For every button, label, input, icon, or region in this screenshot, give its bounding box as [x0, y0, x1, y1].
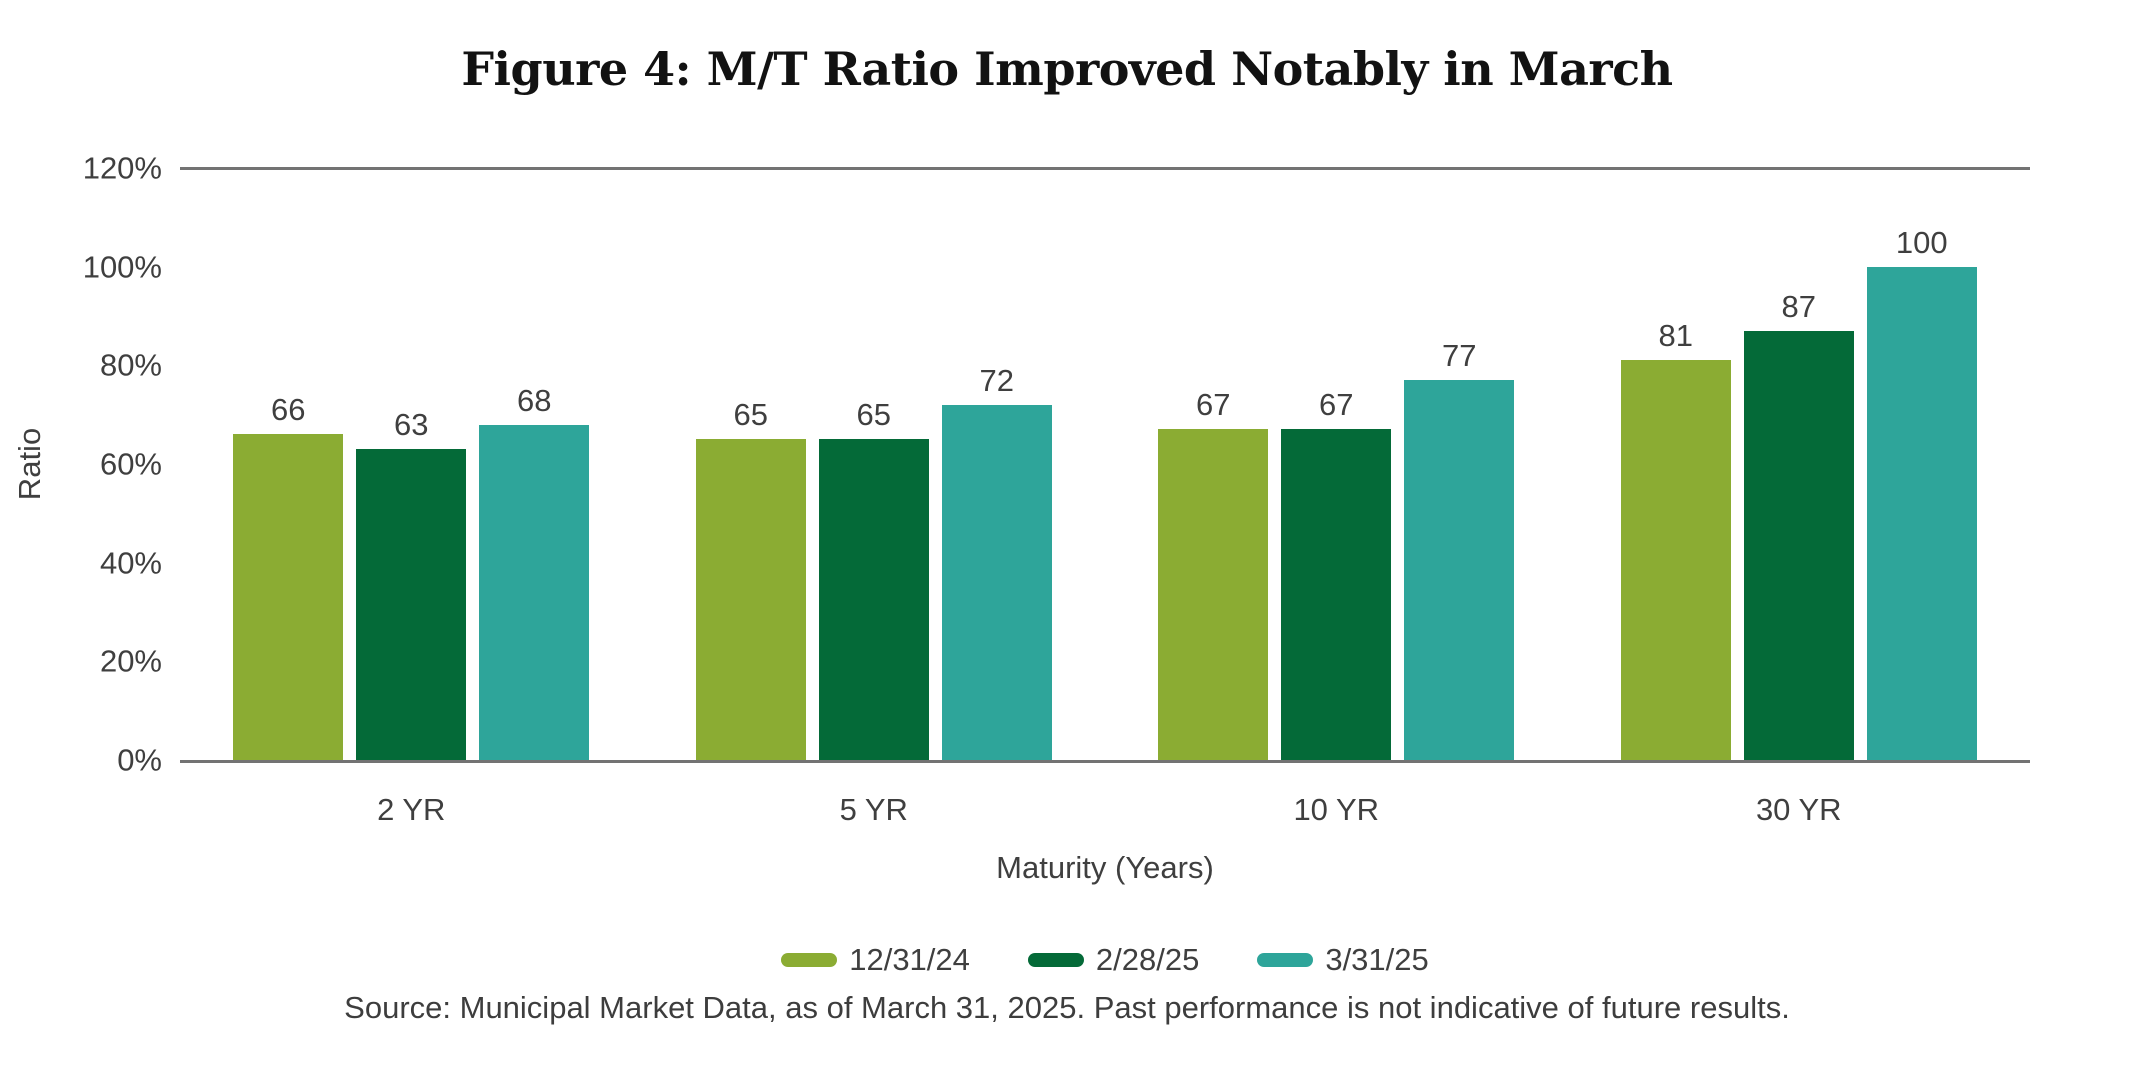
legend-label: 2/28/25: [1095, 942, 1200, 977]
bar-rect: [479, 424, 590, 760]
plot-area: 66 63 68 65 65 72 67 67 77 81 87 100: [180, 167, 2030, 763]
bar-group-2-yr: 66 63 68: [180, 168, 643, 760]
bar-group-30-yr: 81 87 100: [1568, 168, 2031, 760]
bar-value-label: 81: [1658, 318, 1693, 354]
legend-item-3-31-25: 3/31/25: [1257, 942, 1429, 977]
x-axis-line: [180, 760, 2030, 763]
legend-item-2-28-25: 2/28/25: [1027, 942, 1200, 977]
bar-value-label: 65: [856, 397, 891, 433]
x-axis-tick-labels: 2 YR 5 YR 10 YR 30 YR: [180, 792, 2030, 828]
legend-swatch-icon: [1027, 952, 1084, 967]
legend-label: 12/31/24: [849, 942, 970, 977]
bar-30-yr-12-31-24: 81: [1620, 318, 1731, 760]
legend: 12/31/24 2/28/25 3/31/25: [180, 944, 2030, 975]
y-tick-60: 60%: [99, 446, 162, 482]
x-tick-5-yr: 5 YR: [839, 792, 908, 827]
bar-group-5-yr: 65 65 72: [643, 168, 1106, 760]
legend-swatch-icon: [781, 952, 838, 967]
bar-value-label: 68: [517, 382, 552, 418]
bar-rect: [1404, 380, 1515, 760]
y-tick-80: 80%: [99, 347, 162, 383]
y-tick-40: 40%: [99, 545, 162, 581]
bar-value-label: 67: [1319, 387, 1354, 423]
bar-rect: [356, 449, 467, 760]
legend-swatch-icon: [1257, 952, 1314, 967]
bar-5-yr-3-31-25: 72: [941, 362, 1052, 760]
legend-item-12-31-24: 12/31/24: [781, 944, 970, 975]
gridline-120pct: [180, 167, 2030, 170]
bar-rect: [233, 434, 344, 760]
bar-2-yr-12-31-24: 66: [233, 392, 344, 760]
x-tick-10-yr: 10 YR: [1293, 792, 1380, 827]
bar-5-yr-2-28-25: 65: [818, 397, 929, 760]
source-note: Source: Municipal Market Data, as of Mar…: [344, 990, 1790, 1025]
bar-value-label: 72: [979, 362, 1014, 398]
bar-10-yr-3-31-25: 77: [1404, 338, 1515, 760]
x-tick-30-yr: 30 YR: [1755, 792, 1842, 827]
bar-value-label: 100: [1895, 224, 1948, 260]
bar-value-label: 66: [271, 392, 306, 428]
legend-label: 3/31/25: [1325, 942, 1429, 977]
y-tick-0: 0%: [117, 742, 162, 778]
y-tick-120: 120%: [82, 150, 162, 186]
bar-value-label: 87: [1781, 288, 1816, 324]
bar-value-label: 67: [1196, 387, 1231, 423]
bar-rect: [1158, 429, 1269, 760]
bar-group-10-yr: 67 67 77: [1105, 168, 1568, 760]
bar-rect: [1620, 360, 1731, 760]
chart-title: Figure 4: M/T Ratio Improved Notably in …: [461, 42, 1673, 96]
x-tick-2-yr: 2 YR: [377, 792, 446, 827]
bar-30-yr-2-28-25: 87: [1743, 288, 1854, 760]
bar-10-yr-12-31-24: 67: [1158, 387, 1269, 760]
bar-10-yr-2-28-25: 67: [1281, 387, 1392, 760]
bar-2-yr-2-28-25: 63: [356, 407, 467, 760]
bar-rect: [695, 439, 806, 760]
bar-rect: [1866, 266, 1977, 760]
bar-groups: 66 63 68 65 65 72 67 67 77 81 87 100: [180, 168, 2030, 760]
bar-2-yr-3-31-25: 68: [479, 382, 590, 760]
bar-rect: [941, 404, 1052, 760]
bar-30-yr-3-31-25: 100: [1866, 224, 1977, 760]
bar-value-label: 63: [394, 407, 429, 443]
x-axis-title: Maturity (Years): [996, 850, 1214, 885]
bar-rect: [818, 439, 929, 760]
y-tick-100: 100%: [82, 249, 162, 285]
bar-5-yr-12-31-24: 65: [695, 397, 806, 760]
bar-value-label: 77: [1442, 338, 1477, 374]
bar-rect: [1743, 330, 1854, 760]
y-axis-tick-labels: 0% 20% 40% 60% 80% 100% 120%: [0, 153, 162, 776]
bar-value-label: 65: [733, 397, 768, 433]
bar-rect: [1281, 429, 1392, 760]
y-tick-20: 20%: [99, 643, 162, 679]
